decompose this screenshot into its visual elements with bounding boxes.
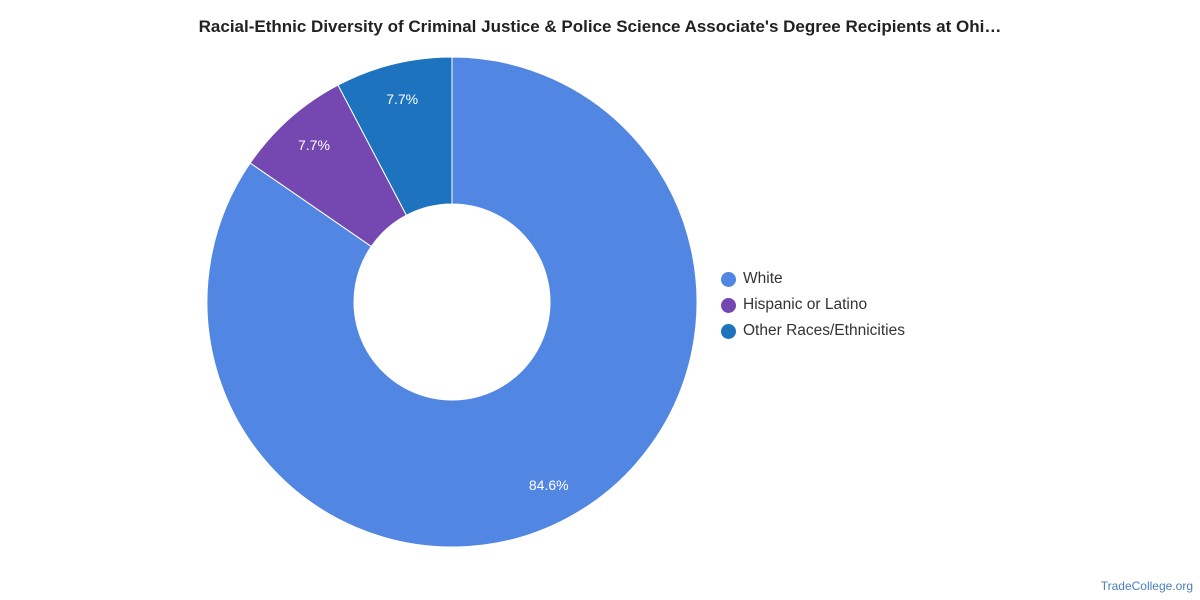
slice-label-hispanic-or-latino: 7.7% xyxy=(298,137,330,153)
legend-label-white: White xyxy=(743,270,783,287)
slice-other-races-ethnicities[interactable] xyxy=(337,56,453,216)
legend-swatch-other-races xyxy=(721,323,736,339)
legend-swatch-white xyxy=(721,271,736,287)
source-credit[interactable]: TradeCollege.org xyxy=(1100,579,1193,593)
chart-title: Racial-Ethnic Diversity of Criminal Just… xyxy=(198,17,1002,36)
legend-swatch-hispanic-or-latino xyxy=(721,297,736,313)
legend-item-other-races[interactable]: Other Races/Ethnicities xyxy=(721,318,905,344)
chart-legend: White Hispanic or Latino Other Races/Eth… xyxy=(721,266,905,344)
legend-label-hispanic-or-latino: Hispanic or Latino xyxy=(743,296,868,313)
donut-slices xyxy=(206,56,698,548)
slice-white[interactable] xyxy=(206,56,698,548)
slice-labels: 84.6% 7.7% 7.7% xyxy=(298,91,569,493)
slice-label-white: 84.6% xyxy=(529,477,569,493)
legend-label-other-races: Other Races/Ethnicities xyxy=(743,322,905,339)
legend-item-white[interactable]: White xyxy=(721,266,905,292)
legend-item-hispanic-or-latino[interactable]: Hispanic or Latino xyxy=(721,292,905,318)
slice-label-other-races-ethnicities: 7.7% xyxy=(386,91,418,107)
